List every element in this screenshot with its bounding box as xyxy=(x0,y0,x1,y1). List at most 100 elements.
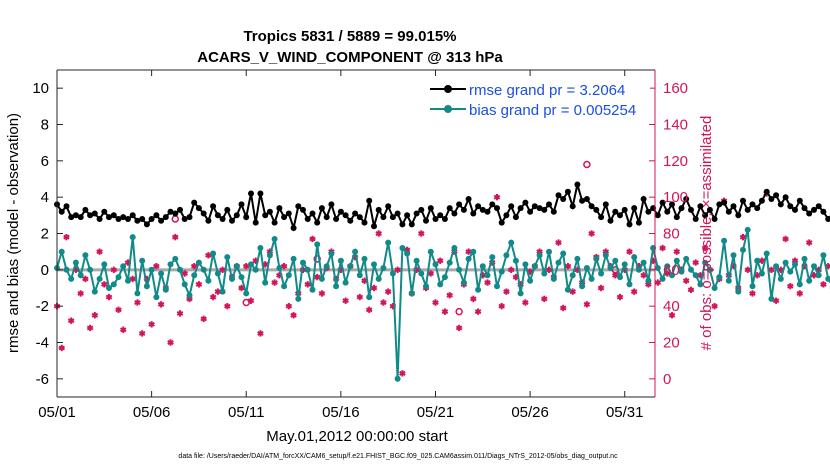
obs-assimilated-stroke xyxy=(214,289,222,295)
series-bias-point xyxy=(546,248,552,255)
obs-possible-marker xyxy=(455,307,463,316)
series-rmse-point xyxy=(635,219,642,226)
obs-assimilated-marker xyxy=(507,266,515,274)
series-bias-point xyxy=(195,259,202,266)
series-rmse-point xyxy=(541,206,548,213)
series-rmse-point xyxy=(782,194,789,201)
series-rmse-point xyxy=(399,221,406,228)
series-bias-point xyxy=(200,266,207,273)
series-bias-point xyxy=(323,263,330,270)
series-rmse-point xyxy=(82,206,89,213)
obs-assimilated-stroke xyxy=(91,312,99,318)
series-rmse-point xyxy=(697,203,704,210)
series-rmse-point xyxy=(238,201,245,208)
series-bias-point xyxy=(815,272,822,279)
series-bias-point xyxy=(385,239,392,246)
obs-assimilated-marker xyxy=(290,312,297,319)
series-bias-point xyxy=(512,257,519,264)
obs-assimilated-marker xyxy=(190,263,198,270)
series-rmse-point xyxy=(356,214,363,221)
obs-assimilated-stroke xyxy=(380,300,387,306)
series-bias-point xyxy=(602,252,609,259)
series-rmse-point xyxy=(413,210,420,217)
obs-assimilated-stroke xyxy=(285,303,293,309)
y-right-tick-label: 160 xyxy=(663,80,688,97)
series-rmse-point xyxy=(143,221,150,228)
y-axis-label: rmse and bias (model - observation) xyxy=(5,113,22,353)
series-rmse-point xyxy=(659,199,666,206)
obs-assimilated-stroke xyxy=(370,285,378,291)
series-bias-point xyxy=(593,255,600,262)
series-rmse-point xyxy=(139,216,146,222)
series-bias-point xyxy=(456,266,463,273)
series-bias-point xyxy=(796,281,803,288)
series-rmse-point xyxy=(181,216,188,222)
obs-assimilated-stroke xyxy=(772,298,780,304)
series-bias-point xyxy=(716,274,723,281)
obs-assimilated-stroke xyxy=(522,300,529,306)
series-rmse-point xyxy=(815,203,822,210)
obs-assimilated-stroke xyxy=(626,249,633,255)
series-bias-point xyxy=(489,254,496,261)
obs-assimilated-marker xyxy=(342,297,349,304)
series-bias-point xyxy=(470,248,477,255)
series-layer xyxy=(54,181,830,382)
series-bias-point xyxy=(101,261,108,268)
obs-assimilated-marker xyxy=(200,315,207,323)
obs-assimilated-marker xyxy=(522,299,529,306)
series-bias-point xyxy=(300,259,306,266)
obs-assimilated-stroke xyxy=(186,296,193,302)
series-rmse-point xyxy=(711,216,718,222)
series-rmse-point xyxy=(101,208,108,215)
obs-assimilated-stroke xyxy=(782,236,789,242)
series-rmse-point xyxy=(640,196,647,202)
series-rmse-point xyxy=(177,206,183,213)
series-bias-point xyxy=(380,265,387,271)
series-bias-point xyxy=(527,277,534,284)
series-bias-point xyxy=(77,272,84,279)
series-rmse-point xyxy=(484,208,491,215)
series-bias-point xyxy=(768,295,775,302)
series-rmse-point xyxy=(389,214,396,221)
x-tick-label: 05/21 xyxy=(417,404,455,421)
obs-possible-marker xyxy=(313,255,321,263)
series-bias-point xyxy=(555,259,562,266)
series-bias-point xyxy=(266,252,273,259)
series-bias-point xyxy=(773,263,780,270)
obs-assimilated-stroke xyxy=(171,234,179,240)
obs-assimilated-stroke xyxy=(441,309,449,315)
series-bias-point xyxy=(801,255,808,262)
series-bias-point xyxy=(441,274,448,281)
series-bias-point xyxy=(229,275,235,282)
obs-assimilated-marker xyxy=(356,293,364,301)
obs-assimilated-stroke xyxy=(148,321,155,327)
series-rmse-point xyxy=(508,203,515,210)
obs-assimilated-stroke xyxy=(58,345,66,351)
series-rmse-point xyxy=(602,201,609,208)
series-bias-point xyxy=(702,259,709,266)
series-rmse-point xyxy=(721,199,728,206)
series-bias-point xyxy=(569,272,576,279)
obs-assimilated-marker xyxy=(167,339,174,346)
series-bias-point xyxy=(607,265,614,271)
obs-assimilated-marker xyxy=(583,301,591,308)
obs-assimilated-marker xyxy=(630,288,638,295)
legend-rmse-label: rmse grand pr = 3.2064 xyxy=(469,82,625,99)
series-bias-point xyxy=(706,266,713,273)
obs-assimilated-stroke xyxy=(470,296,477,302)
x-axis-label: May.01,2012 00:00:00 start xyxy=(266,428,448,445)
obs-assimilated-marker xyxy=(673,248,681,255)
series-bias-point xyxy=(688,266,694,273)
series-bias-point xyxy=(669,272,675,279)
series-rmse-point xyxy=(120,214,127,221)
series-bias-point xyxy=(617,274,623,281)
series-rmse-point xyxy=(167,208,174,215)
obs-assimilated-stroke xyxy=(484,280,491,286)
obs-assimilated-marker xyxy=(805,239,813,246)
obs-assimilated-stroke xyxy=(630,289,638,295)
series-bias-point xyxy=(186,292,193,299)
series-rmse-point xyxy=(295,203,302,210)
series-rmse-point xyxy=(588,203,595,210)
series-rmse-point xyxy=(195,205,202,212)
series-bias-point xyxy=(432,261,439,268)
